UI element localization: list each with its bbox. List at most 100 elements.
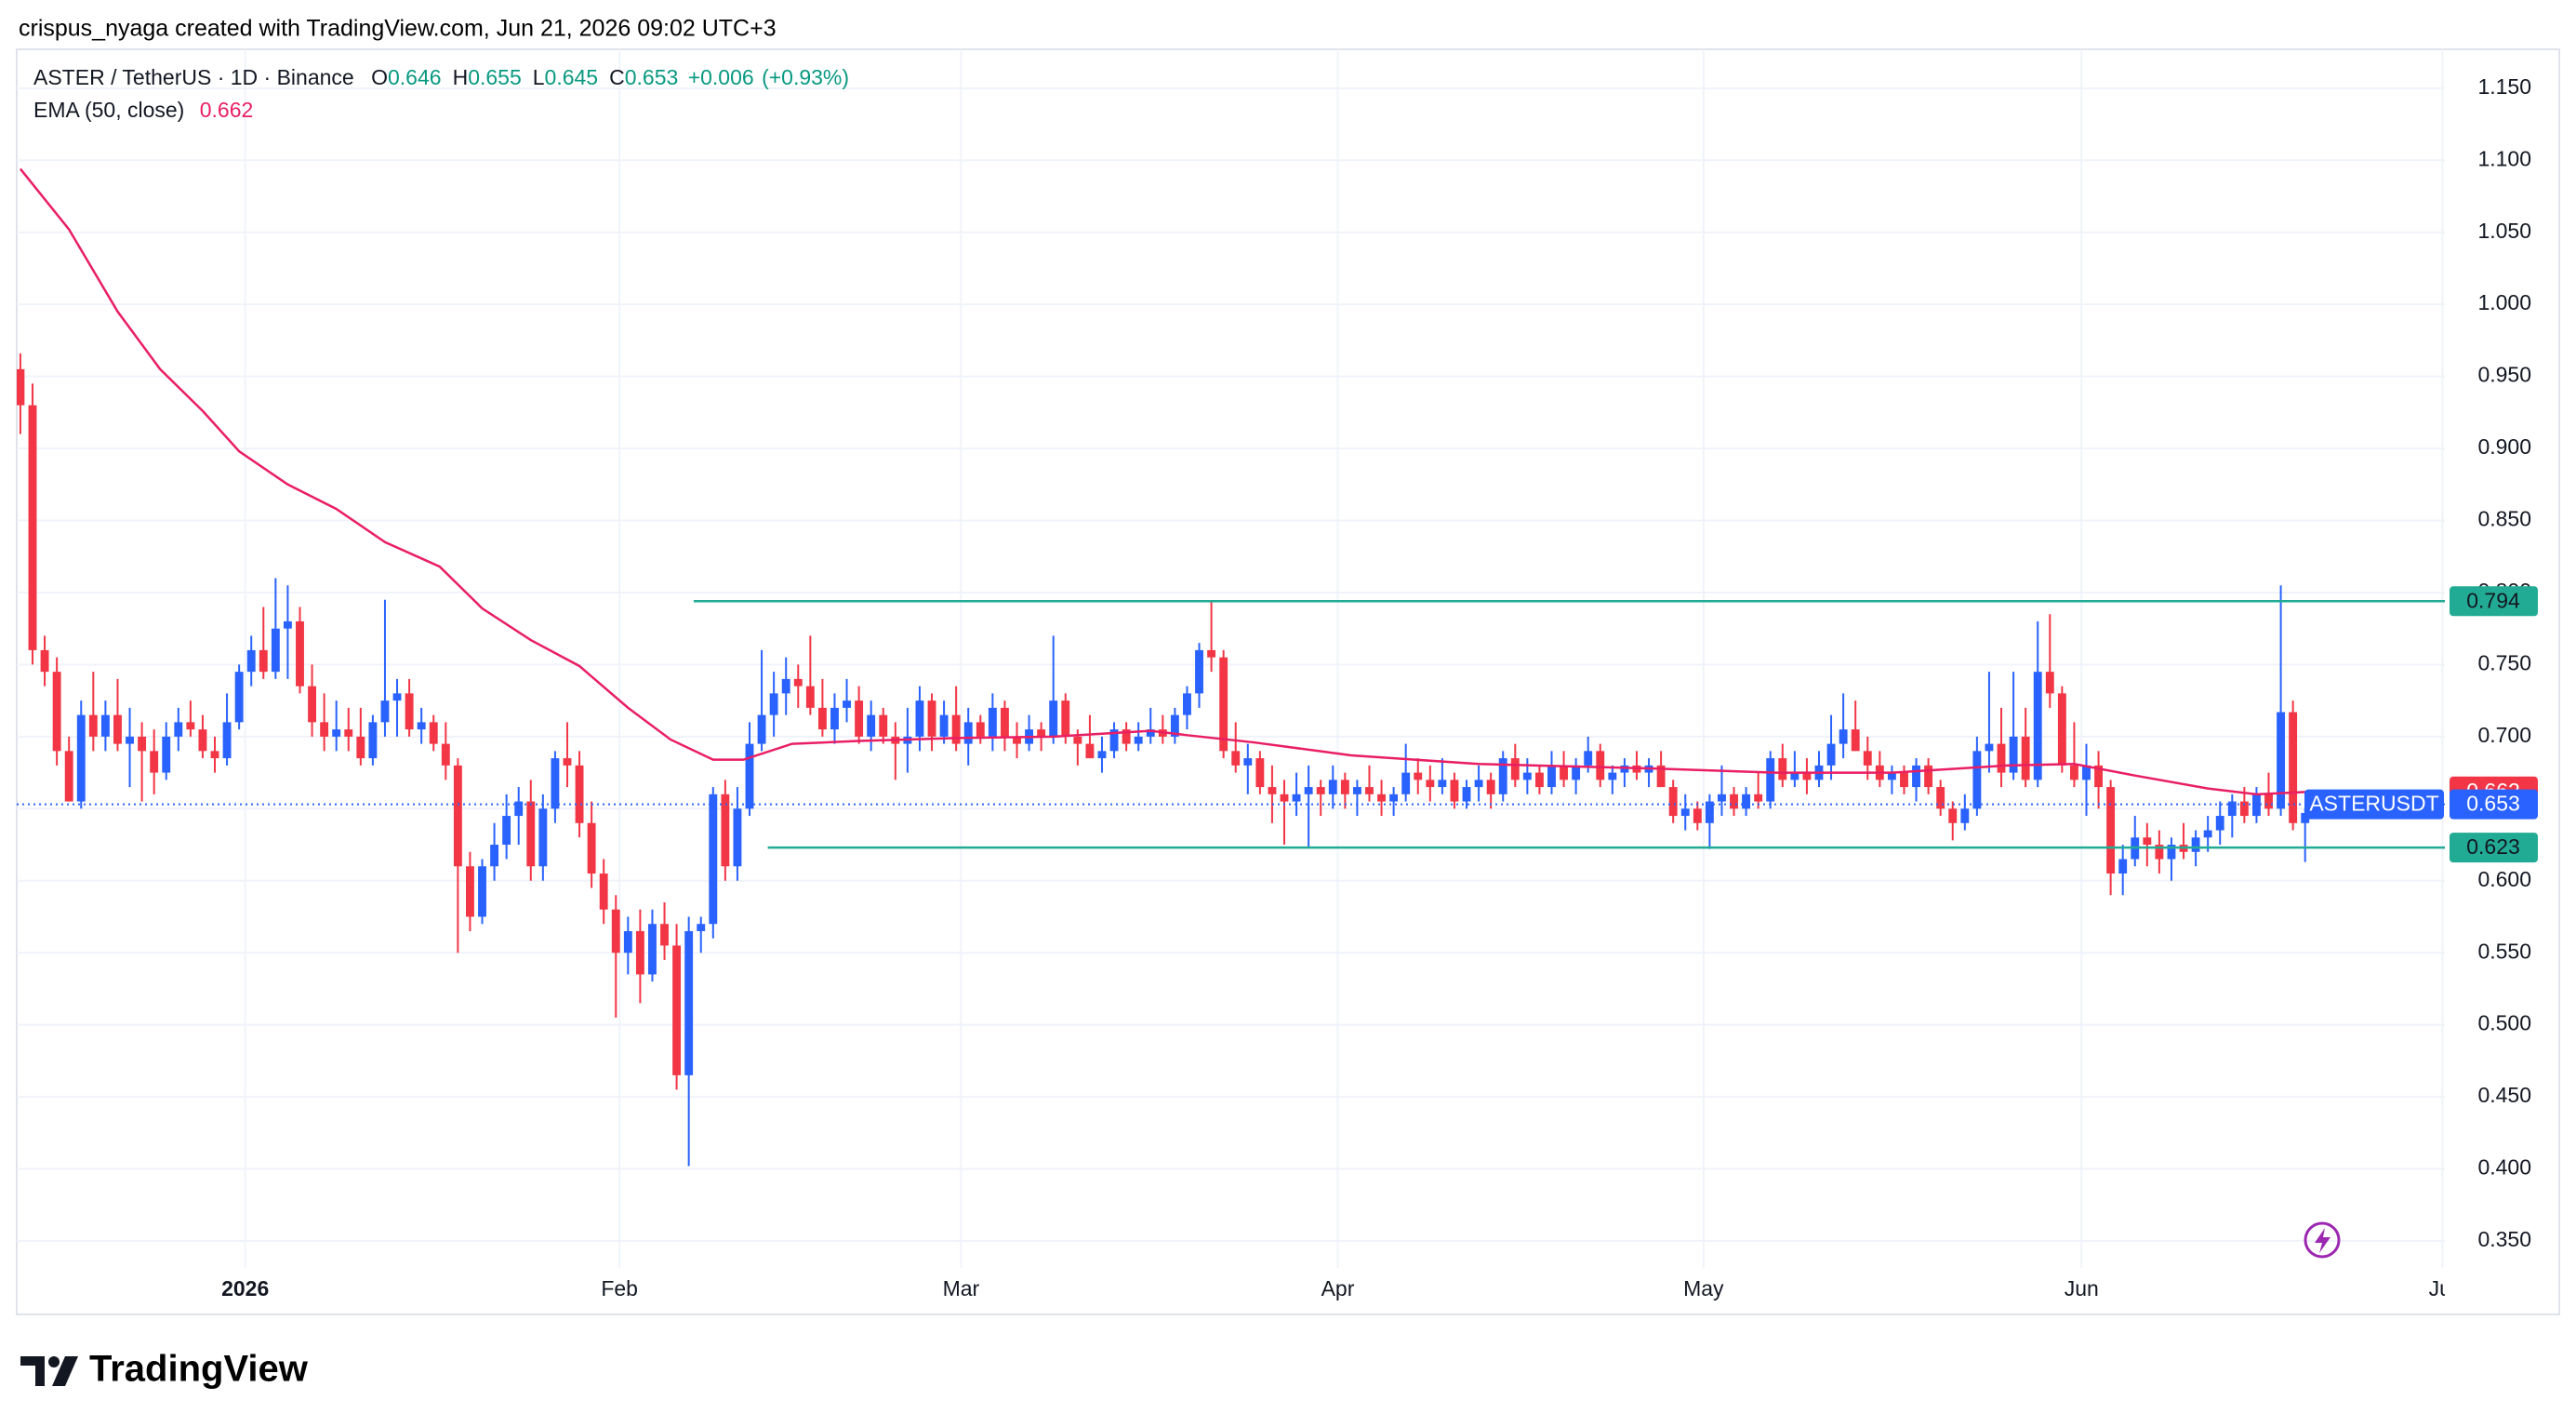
- x-tick-label: May: [1683, 1276, 1724, 1300]
- ema-line: [19, 167, 2317, 796]
- candle-body: [28, 405, 37, 650]
- candle-body: [1316, 787, 1325, 794]
- last-price-label: 0.653: [2466, 792, 2520, 816]
- candle-body: [417, 722, 426, 730]
- candle-body: [1997, 743, 2006, 773]
- candle-body: [1292, 794, 1301, 802]
- candle-body: [575, 765, 584, 823]
- candle-body: [429, 722, 438, 744]
- candle-body: [1231, 751, 1241, 766]
- brand-name: TradingView: [89, 1349, 309, 1390]
- ohlc-values: O0.646 H0.655 L0.645 C0.653: [362, 65, 680, 89]
- candle-body: [2094, 765, 2104, 788]
- y-tick-label: 1.000: [2477, 290, 2531, 314]
- ohlc-label: L: [532, 65, 545, 89]
- candle-body: [1438, 780, 1447, 788]
- candle-body: [1522, 772, 1532, 780]
- candle-body: [2289, 712, 2298, 823]
- y-tick-label: 0.750: [2477, 650, 2531, 674]
- candle-body: [1839, 729, 1848, 744]
- candle-body: [1073, 736, 1082, 744]
- x-axis: 2026 Feb Mar Apr May Jun Jul: [221, 1276, 2456, 1300]
- price-axis: 0.3500.4000.4500.5000.5500.6000.6500.700…: [2304, 74, 2538, 1251]
- candle-body: [52, 672, 61, 752]
- candle-body: [1401, 772, 1411, 794]
- candle-body: [817, 707, 827, 730]
- candle-body: [1462, 787, 1471, 802]
- last-price-box: [2450, 789, 2538, 820]
- candle-body: [1972, 751, 1982, 809]
- candle-body: [1742, 794, 1751, 809]
- y-tick-label: 0.350: [2477, 1227, 2531, 1251]
- ema-label: EMA (50, close): [33, 98, 185, 122]
- candle-body: [2106, 787, 2116, 874]
- candle-body: [1170, 714, 1179, 737]
- candle-body: [867, 714, 876, 737]
- x-tick-label: Feb: [601, 1276, 638, 1300]
- candle-body: [2191, 837, 2200, 852]
- candle-body: [721, 794, 730, 867]
- candle-body: [623, 930, 632, 954]
- candle-body: [1377, 794, 1386, 802]
- ohlc-value: 0.645: [544, 65, 599, 89]
- candle-body: [697, 924, 706, 931]
- candle-body: [514, 801, 524, 817]
- candle-body: [939, 714, 949, 737]
- candle-body: [320, 722, 329, 737]
- candle-body: [927, 700, 936, 737]
- x-tick-label: Jul: [2429, 1276, 2456, 1300]
- candle-body: [1486, 780, 1495, 794]
- candle-body: [1778, 758, 1787, 780]
- candle-body: [2045, 672, 2054, 694]
- candle-body: [611, 909, 620, 954]
- candle-body: [1584, 751, 1593, 766]
- candle-body: [2155, 845, 2164, 860]
- candle-body: [2167, 845, 2176, 860]
- candle-body: [2301, 812, 2310, 823]
- candle-body: [2143, 837, 2152, 846]
- candle-body: [368, 722, 378, 759]
- candle-body: [502, 816, 511, 846]
- candle-body: [1304, 787, 1313, 794]
- candle-body: [1328, 780, 1337, 794]
- candle-body: [17, 368, 25, 406]
- candle-body: [1936, 787, 1945, 809]
- candle-body: [198, 729, 207, 752]
- candle-body: [1207, 649, 1216, 658]
- candle-body: [635, 930, 644, 975]
- plot-area: [17, 167, 2445, 1167]
- x-tick-label: 2026: [221, 1276, 269, 1300]
- candle-body: [1049, 700, 1058, 737]
- candle-body: [283, 620, 292, 629]
- candle-body: [1960, 808, 1970, 823]
- level-label: 0.623: [2466, 834, 2520, 859]
- ohlc-value: 0.646: [388, 65, 442, 89]
- candle-body: [879, 714, 888, 737]
- candle-body: [1183, 693, 1191, 715]
- candle-body: [660, 924, 669, 946]
- candle-body: [1414, 772, 1423, 780]
- candle-body: [1450, 780, 1459, 802]
- attribution: crispus_nyaga created with TradingView.c…: [19, 16, 777, 42]
- candle-body: [1718, 794, 1726, 802]
- candle-body: [1766, 758, 1775, 802]
- candle-body: [1620, 765, 1629, 773]
- candle-body: [526, 801, 536, 867]
- candle-body: [1924, 765, 1933, 788]
- candle-body: [1280, 794, 1289, 802]
- candle-body: [2069, 765, 2078, 780]
- candle-body: [2252, 794, 2261, 817]
- candle-body: [64, 751, 73, 802]
- candle-body: [1122, 729, 1131, 744]
- candle-body: [1680, 808, 1690, 817]
- symbol-title: ASTER / TetherUS · 1D · Binance: [33, 65, 354, 89]
- candle-body: [684, 930, 694, 1075]
- candle-body: [1693, 808, 1702, 823]
- candle-body: [2203, 830, 2212, 838]
- y-tick-label: 0.450: [2477, 1083, 2531, 1107]
- candle-body: [1754, 794, 1763, 802]
- candle-body: [441, 743, 450, 766]
- candle-body: [1547, 765, 1556, 788]
